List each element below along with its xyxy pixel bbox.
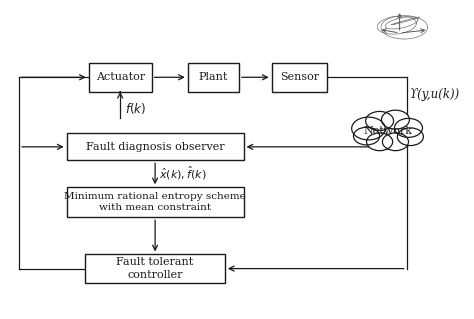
FancyBboxPatch shape bbox=[85, 254, 225, 283]
Text: Minimum rational entropy scheme
with mean constraint: Minimum rational entropy scheme with mea… bbox=[64, 192, 246, 212]
Text: ϒ(y,u(k)): ϒ(y,u(k)) bbox=[410, 88, 461, 101]
Circle shape bbox=[382, 110, 410, 129]
FancyBboxPatch shape bbox=[272, 63, 328, 92]
Circle shape bbox=[354, 127, 380, 145]
Text: Fault diagnosis observer: Fault diagnosis observer bbox=[86, 142, 224, 152]
Circle shape bbox=[365, 111, 393, 130]
FancyBboxPatch shape bbox=[67, 133, 244, 160]
FancyBboxPatch shape bbox=[188, 63, 239, 92]
Text: $\hat{x}(k), \hat{f}(k)$: $\hat{x}(k), \hat{f}(k)$ bbox=[159, 165, 207, 182]
Text: $f(k)$: $f(k)$ bbox=[125, 101, 146, 116]
Text: Plant: Plant bbox=[199, 72, 228, 82]
Circle shape bbox=[394, 118, 422, 137]
Circle shape bbox=[397, 128, 423, 145]
Text: Network: Network bbox=[364, 126, 412, 136]
Circle shape bbox=[352, 117, 385, 140]
Text: Sensor: Sensor bbox=[280, 72, 319, 82]
Text: Actuator: Actuator bbox=[96, 72, 145, 82]
Circle shape bbox=[383, 133, 409, 151]
FancyBboxPatch shape bbox=[67, 187, 244, 217]
Circle shape bbox=[366, 133, 392, 151]
Text: Fault tolerant
controller: Fault tolerant controller bbox=[117, 257, 194, 280]
FancyBboxPatch shape bbox=[89, 63, 152, 92]
